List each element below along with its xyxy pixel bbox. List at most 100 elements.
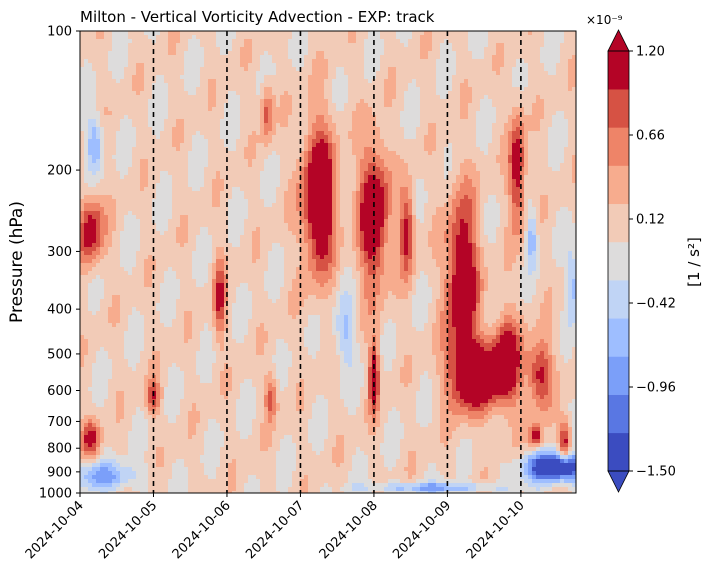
heatmap-cell [156, 83, 161, 88]
heatmap-cell [116, 327, 121, 332]
heatmap-cell [88, 315, 93, 320]
heatmap-cell [144, 199, 149, 204]
heatmap-cell [232, 247, 237, 252]
heatmap-cell [84, 111, 89, 116]
heatmap-cell [184, 35, 189, 40]
heatmap-cell [212, 363, 217, 368]
heatmap-cell [104, 391, 109, 396]
heatmap-cell [84, 455, 89, 460]
heatmap-cell [228, 71, 233, 76]
heatmap-cell [128, 339, 133, 344]
heatmap-cell [244, 179, 249, 184]
heatmap-cell [244, 287, 249, 292]
heatmap-cell [248, 55, 253, 60]
heatmap-cell [236, 447, 241, 452]
heatmap-cell [160, 131, 165, 136]
heatmap-cell [120, 323, 125, 328]
heatmap-cell [136, 379, 141, 384]
heatmap-cell [204, 439, 209, 444]
heatmap-cell [224, 403, 229, 408]
heatmap-cell [220, 67, 225, 72]
heatmap-cell [120, 147, 125, 152]
heatmap-cell [240, 391, 245, 396]
heatmap-cell [164, 167, 169, 172]
heatmap-cell [96, 195, 101, 200]
heatmap-cell [108, 31, 113, 36]
heatmap-cell [196, 55, 201, 60]
heatmap-cell [100, 143, 105, 148]
heatmap-cell [232, 231, 237, 236]
heatmap-cell [92, 215, 97, 220]
heatmap-cell [100, 335, 105, 340]
heatmap-cell [244, 343, 249, 348]
heatmap-cell [192, 447, 197, 452]
heatmap-cell [164, 183, 169, 188]
heatmap-cell [108, 139, 113, 144]
heatmap-cell [236, 31, 241, 36]
heatmap-cell [164, 147, 169, 152]
heatmap-cell [200, 299, 205, 304]
heatmap-cell [132, 423, 137, 428]
heatmap-cell [244, 327, 249, 332]
heatmap-cell [196, 147, 201, 152]
heatmap-cell [124, 463, 129, 468]
heatmap-cell [148, 55, 153, 60]
heatmap-cell [104, 147, 109, 152]
heatmap-cell [192, 331, 197, 336]
heatmap-cell [84, 291, 89, 296]
heatmap-cell [244, 47, 249, 52]
heatmap-cell [88, 163, 93, 168]
heatmap-cell [160, 335, 165, 340]
chart-title: Milton - Vertical Vorticity Advection - … [80, 8, 435, 26]
heatmap-cell [232, 487, 237, 492]
heatmap-cell [92, 359, 97, 364]
heatmap-cell [208, 379, 213, 384]
heatmap-cell [124, 487, 129, 492]
heatmap-cell [192, 91, 197, 96]
heatmap-cell [252, 43, 257, 48]
heatmap-cell [128, 171, 133, 176]
heatmap-cell [80, 419, 85, 424]
heatmap-cell [80, 51, 85, 56]
heatmap-cell [244, 399, 249, 404]
heatmap-cell [156, 487, 161, 492]
heatmap-cell [140, 339, 145, 344]
heatmap-cell [176, 307, 181, 312]
heatmap-cell [232, 239, 237, 244]
heatmap-cell [168, 247, 173, 252]
heatmap-cell [232, 451, 237, 456]
heatmap-cell [100, 59, 105, 64]
heatmap-cell [172, 463, 177, 468]
heatmap-cell [128, 311, 133, 316]
heatmap-cell [244, 403, 249, 408]
heatmap-cell [236, 171, 241, 176]
heatmap-cell [180, 411, 185, 416]
heatmap-cell [156, 147, 161, 152]
heatmap-cell [172, 235, 177, 240]
heatmap-cell [172, 423, 177, 428]
heatmap-cell [108, 355, 113, 360]
heatmap-cell [104, 431, 109, 436]
heatmap-cell [120, 339, 125, 344]
heatmap-cell [184, 383, 189, 388]
heatmap-cell [224, 431, 229, 436]
heatmap-cell [144, 203, 149, 208]
heatmap-cell [116, 59, 121, 64]
heatmap-cell [188, 55, 193, 60]
heatmap-cell [228, 447, 233, 452]
heatmap-cell [140, 423, 145, 428]
heatmap-cell [184, 87, 189, 92]
heatmap-cell [96, 451, 101, 456]
heatmap-cell [164, 439, 169, 444]
heatmap-cell [192, 419, 197, 424]
heatmap-cell [124, 431, 129, 436]
heatmap-cell [220, 127, 225, 132]
heatmap-cell [104, 239, 109, 244]
heatmap-cell [84, 35, 89, 40]
heatmap-cell [140, 247, 145, 252]
heatmap-cell [192, 123, 197, 128]
heatmap-cell [144, 311, 149, 316]
heatmap-cell [232, 95, 237, 100]
heatmap-cell [148, 359, 153, 364]
heatmap-cell [144, 303, 149, 308]
